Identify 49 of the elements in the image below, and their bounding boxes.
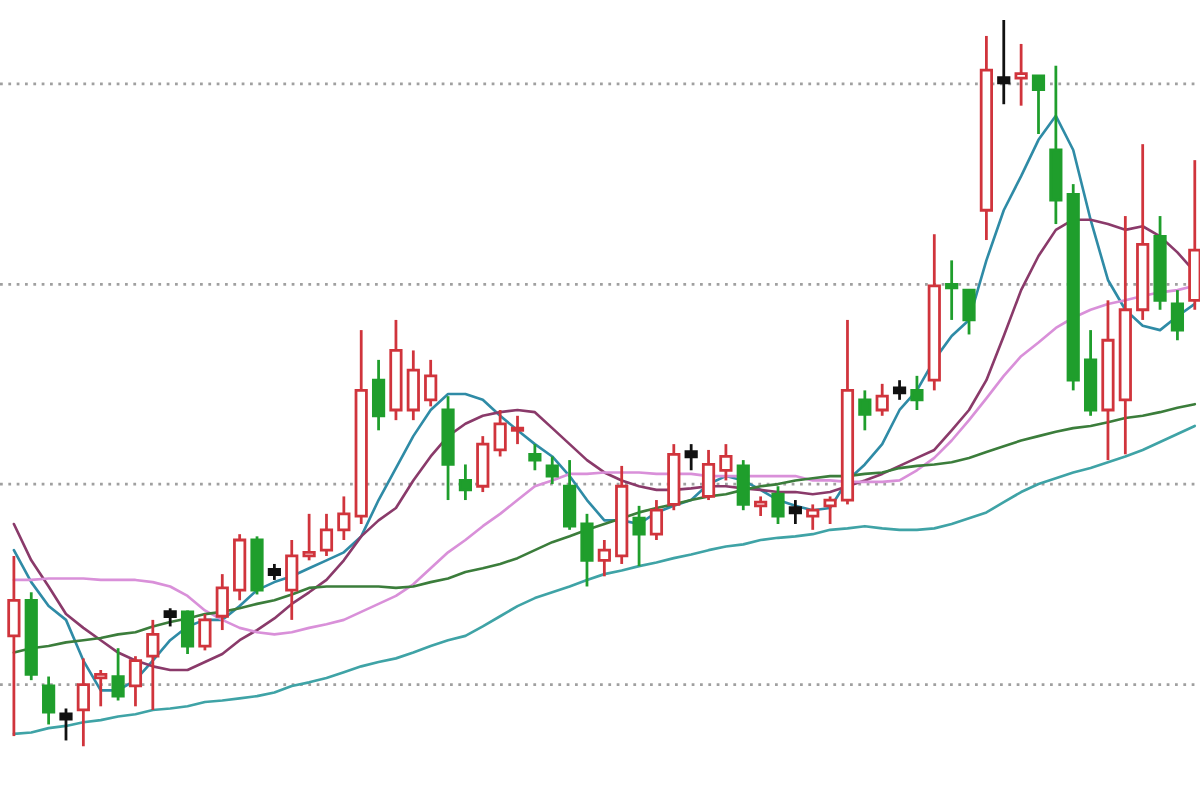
candlestick <box>701 448 716 502</box>
candlestick <box>476 434 490 494</box>
candlestick <box>94 668 108 708</box>
candlestick <box>493 408 507 458</box>
candlestick <box>632 504 646 568</box>
candlestick <box>858 388 872 432</box>
candlestick <box>424 358 438 408</box>
candlestick <box>163 606 177 628</box>
candlestick <box>42 675 56 726</box>
candlestick <box>1170 288 1185 342</box>
candlestick <box>910 374 924 412</box>
candlestick <box>371 358 386 432</box>
candlestick <box>788 498 802 526</box>
candlestick <box>962 288 976 336</box>
candlestick <box>597 538 611 578</box>
candlestick <box>76 656 90 748</box>
candlestick <box>146 618 160 712</box>
candlestick <box>1014 42 1028 108</box>
candlestick <box>563 458 577 532</box>
candlestick <box>128 654 143 708</box>
candlestick <box>180 609 195 656</box>
candlestick <box>823 495 837 526</box>
candlestick <box>875 382 889 418</box>
candlestick <box>337 495 351 542</box>
candlestick <box>302 512 316 562</box>
candlestick <box>319 512 334 558</box>
candlestick <box>806 503 820 532</box>
candlestick <box>7 554 21 738</box>
candlestick <box>736 458 750 512</box>
candlestick <box>719 442 733 482</box>
candlestick <box>754 495 768 518</box>
candlestick <box>945 258 959 322</box>
candlestick <box>771 484 785 526</box>
candlestick <box>510 414 525 446</box>
candlestick <box>59 707 73 742</box>
candlestick <box>997 18 1011 106</box>
candlestick <box>198 612 212 652</box>
candlestick <box>649 498 664 542</box>
candlestick <box>545 455 559 486</box>
candlestick <box>892 378 907 402</box>
candlestick <box>684 442 698 472</box>
candlestick <box>406 349 420 422</box>
candlestick <box>285 538 299 622</box>
candlestick <box>111 646 125 702</box>
candlestick <box>580 512 594 588</box>
candlestick <box>1031 74 1046 136</box>
candlestick <box>215 572 229 632</box>
candlestick <box>528 442 542 472</box>
candlestick <box>458 463 473 502</box>
